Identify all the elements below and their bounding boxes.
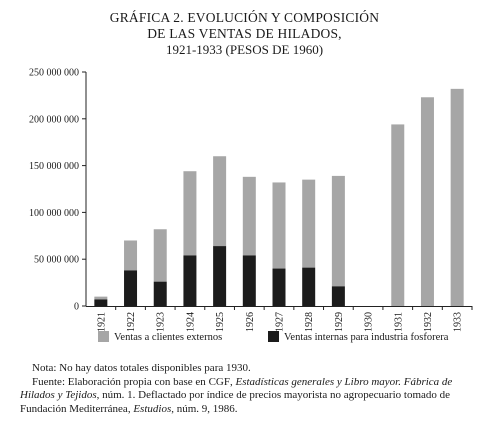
- stacked-bar-chart: 0 50 000 000 100 000 000 150 000 000 200 000…: [29, 68, 473, 343]
- x-tick-label: 1923: [156, 312, 167, 332]
- source-part: ,: [229, 375, 236, 388]
- bar-external: [331, 175, 345, 287]
- y-tick-label: 200 000 000: [29, 114, 79, 125]
- bar-external: [420, 97, 434, 306]
- note-text: Nota: No hay datos totales disponibles p…: [32, 362, 251, 374]
- x-tick-label: 1933: [453, 312, 464, 332]
- bar-external: [391, 124, 405, 306]
- bar-external: [183, 171, 197, 256]
- bar-external: [302, 179, 316, 268]
- y-tick-label: 100 000 000: [29, 208, 79, 219]
- bar-internal: [213, 246, 227, 306]
- x-tick-label: 1929: [334, 312, 345, 332]
- source-title: Estadísticas generales y Libro mayor. Fá…: [20, 375, 453, 402]
- bar-external: [94, 296, 108, 300]
- x-tick-label: 1926: [245, 312, 256, 332]
- title-line-2: DE LAS VENTAS DE HILADOS,: [147, 26, 342, 41]
- source-part: , núm. 9, 1986.: [171, 402, 238, 415]
- chart-title: GRÁFICA 2. EVOLUCIÓN Y COMPOSICIÓN DE LA…: [0, 10, 489, 58]
- legend-label-external: Ventas a clientes externos: [114, 332, 222, 343]
- x-tick-label: 1931: [393, 312, 404, 332]
- legend-swatch-external: [98, 331, 109, 342]
- bar-external: [242, 176, 256, 256]
- x-tick-label: 1925: [215, 312, 226, 332]
- title-line-1: GRÁFICA 2. EVOLUCIÓN Y COMPOSICIÓN: [109, 10, 380, 25]
- bar-internal: [183, 255, 197, 306]
- title-line-3: 1921-1933 (PESOS DE 1960): [165, 42, 324, 57]
- source-journal: Estudios: [133, 402, 172, 415]
- source-part: , núm. 1. Deflactado por índice de preci…: [20, 389, 451, 415]
- bar-external: [450, 88, 464, 307]
- y-tick-label: 0: [74, 302, 79, 313]
- bar-external: [213, 156, 227, 247]
- bar-external: [272, 182, 286, 269]
- bar-external: [153, 229, 167, 282]
- bar-external: [124, 240, 138, 271]
- x-tick-label: 1927: [275, 312, 286, 332]
- chart-notes: Nota: No hay datos totales disponibles p…: [20, 362, 480, 416]
- source-text: Fuente: Elaboración propia con base en C…: [20, 376, 480, 417]
- bar-internal: [272, 268, 286, 306]
- source-part: Fuente: Elaboración propia con base en: [32, 375, 209, 388]
- bar-internal: [94, 299, 108, 306]
- y-tick-label: 250 000 000: [29, 68, 79, 79]
- source-cgf: CGF: [208, 375, 230, 388]
- x-tick-label: 1932: [423, 312, 434, 332]
- x-tick-label: 1930: [364, 312, 375, 332]
- bar-internal: [302, 267, 316, 306]
- legend-swatch-internal: [268, 331, 279, 342]
- x-tick-label: 1921: [96, 312, 107, 332]
- bar-internal: [153, 281, 167, 306]
- legend-label-internal: Ventas internas para industria fosforera: [284, 332, 449, 343]
- bar-internal: [331, 286, 345, 306]
- y-tick-label: 150 000 000: [29, 161, 79, 172]
- x-tick-label: 1928: [304, 312, 315, 332]
- y-tick-label: 50 000 000: [34, 255, 79, 266]
- x-tick-label: 1924: [185, 312, 196, 332]
- x-tick-label: 1922: [126, 312, 137, 332]
- bar-internal: [124, 270, 138, 306]
- bar-internal: [242, 255, 256, 306]
